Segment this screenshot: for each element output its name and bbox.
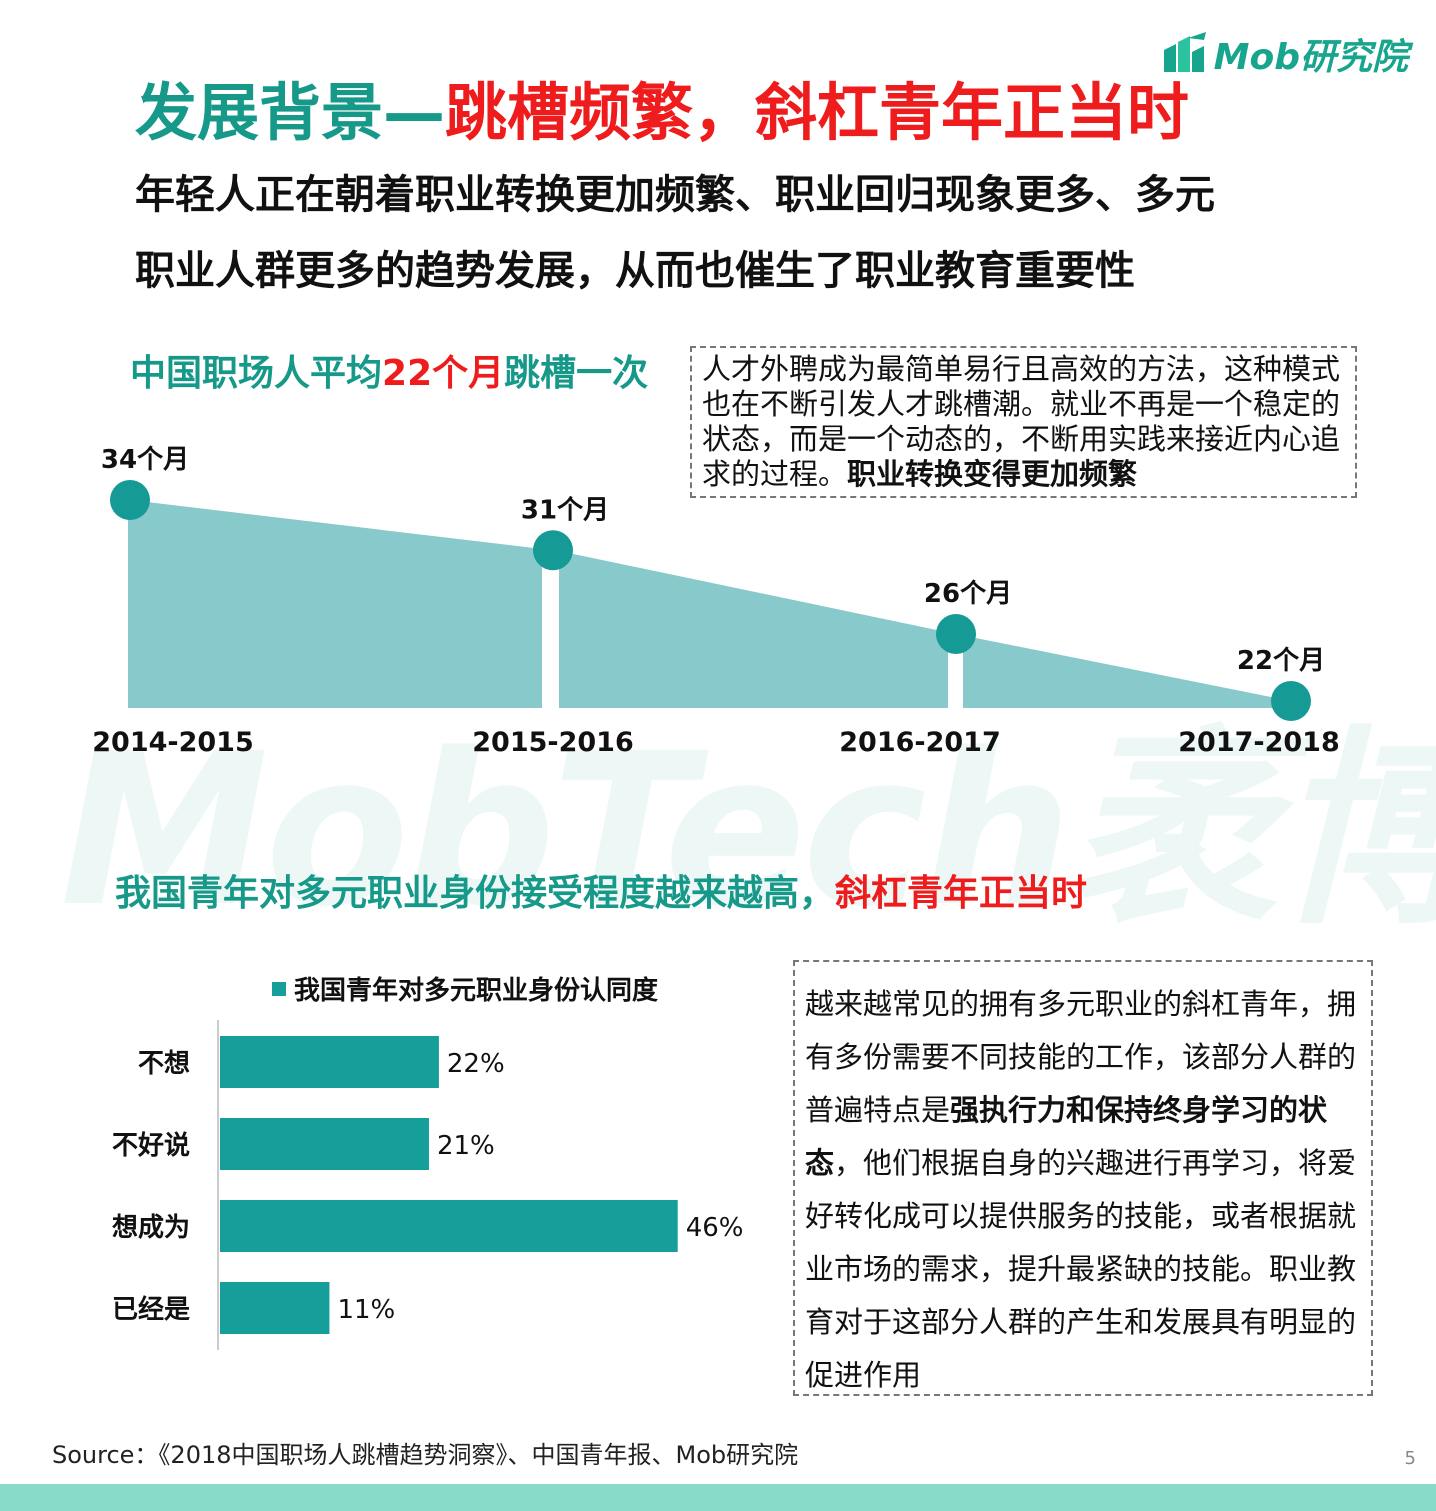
area-segment xyxy=(963,635,1300,708)
data-point xyxy=(533,530,573,571)
bar xyxy=(220,1036,439,1088)
legend-label: 我国青年对多元职业身份认同度 xyxy=(294,976,659,1006)
bar xyxy=(220,1282,330,1334)
section1-note-bold: 职业转换变得更加频繁 xyxy=(847,457,1138,491)
category-label: 想成为 xyxy=(112,1213,190,1243)
brand-logo: Mob研究院 xyxy=(1160,28,1408,80)
logo-icon xyxy=(1163,32,1206,72)
job-hopping-area-chart: 34个月 2014-2015 31个月 2015-2016 26个月 2016-2017 2… xyxy=(92,445,1340,758)
section2-title-prefix: 我国青年对多元职业身份接受程度越来越高， xyxy=(115,873,836,914)
data-label: 21% xyxy=(437,1131,495,1161)
section2-note-bold: 强执行力和保持终身学习的状态 xyxy=(805,1093,1328,1180)
data-label: 34个月 xyxy=(101,445,189,475)
section2-note-box: 越来越常见的拥有多元职业的斜杠青年，拥有多份需要不同技能的工作，该部分人群的普遍… xyxy=(793,960,1373,1396)
category-label: 2016-2017 xyxy=(839,727,1001,758)
section1-title-highlight: 22个月 xyxy=(382,353,505,394)
logo-text: Mob研究院 xyxy=(1213,37,1408,78)
data-label: 22% xyxy=(447,1049,505,1079)
source-note: Source：《2018中国职场人跳槽趋势洞察》、中国青年报、Mob研究院 xyxy=(52,1441,799,1469)
area-segment xyxy=(559,550,948,708)
bar xyxy=(220,1200,678,1252)
page-title: 发展背景—跳槽频繁，斜杠青年正当时 xyxy=(135,62,1189,152)
section2-title-highlight: 斜杠青年正当时 xyxy=(835,873,1088,914)
data-label: 46% xyxy=(686,1213,744,1243)
identity-bar-chart: 不想 22% 不好说 21% 想成为 46% 已经是 11% xyxy=(112,1020,744,1350)
data-label: 11% xyxy=(337,1295,395,1325)
section1-title: 中国职场人平均22个月跳槽一次 xyxy=(130,344,648,396)
title-part2: 跳槽频繁，斜杠青年正当时 xyxy=(445,76,1190,149)
area-segment xyxy=(128,499,542,708)
section1-note-box: 人才外聘成为最简单易行且高效的方法，这种模式也在不断引发人才跳槽潮。就业不再是一… xyxy=(690,346,1357,498)
category-label: 不好说 xyxy=(112,1131,190,1161)
section2-note-text-2: ，他们根据自身的兴趣进行再学习，将爱好转化成可以提供服务的技能，或者根据就业市场… xyxy=(805,1146,1357,1392)
bar-chart-legend: 我国青年对多元职业身份认同度 xyxy=(272,970,658,1007)
subtitle-line2: 职业人群更多的趋势发展，从而也催生了职业教育重要性 xyxy=(135,248,1135,294)
section2-title: 我国青年对多元职业身份接受程度越来越高，斜杠青年正当时 xyxy=(115,864,1087,916)
category-label: 2014-2015 xyxy=(92,727,254,758)
category-label: 不想 xyxy=(138,1049,190,1079)
data-label: 26个月 xyxy=(924,579,1012,609)
section2-note-text-1: 越来越常见的拥有多元职业的斜杠青年，拥有多份需要不同技能的工作，该部分人群的普遍… xyxy=(805,987,1357,1127)
category-label: 2015-2016 xyxy=(472,727,634,758)
bar xyxy=(220,1118,429,1170)
data-point xyxy=(1271,681,1311,721)
subtitle-line1: 年轻人正在朝着职业转换更加频繁、职业回归现象更多、多元 xyxy=(135,172,1215,218)
page-number: 5 xyxy=(1404,1448,1416,1469)
section1-title-suffix: 跳槽一次 xyxy=(504,353,649,394)
title-part1: 发展背景— xyxy=(135,76,446,149)
legend-swatch xyxy=(272,981,286,996)
data-point xyxy=(936,614,976,654)
category-label: 已经是 xyxy=(112,1294,190,1325)
category-label: 2017-2018 xyxy=(1178,727,1340,758)
section1-note-text: 人才外聘成为最简单易行且高效的方法，这种模式也在不断引发人才跳槽潮。就业不再是一… xyxy=(702,352,1341,491)
data-label: 22个月 xyxy=(1237,646,1325,676)
bottom-bar xyxy=(0,1484,1436,1511)
data-label: 31个月 xyxy=(521,495,609,525)
section1-title-prefix: 中国职场人平均 xyxy=(130,353,383,394)
watermark: MobTech袤博 xyxy=(60,708,1436,953)
data-point xyxy=(110,480,150,520)
